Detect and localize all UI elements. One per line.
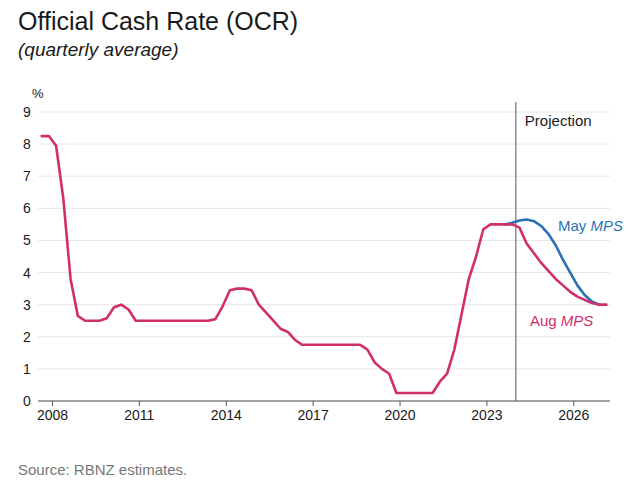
source: Source: RBNZ estimates. <box>18 461 187 478</box>
grid-line <box>38 208 610 209</box>
y-tick-label: 0 <box>23 393 31 409</box>
grid-line <box>38 368 610 369</box>
x-tick <box>486 401 487 406</box>
x-tick <box>226 401 227 406</box>
y-tick-label: 6 <box>23 200 31 216</box>
x-tick <box>400 401 401 406</box>
grid-line <box>38 336 610 337</box>
x-axis-line <box>38 401 610 402</box>
x-tick <box>573 401 574 406</box>
x-tick <box>52 401 53 406</box>
series-line <box>42 136 607 393</box>
series-label-part: May <box>558 217 591 234</box>
x-tick-label: 2014 <box>211 407 242 423</box>
x-tick <box>139 401 140 406</box>
x-tick-label: 2017 <box>298 407 329 423</box>
y-tick-label: 9 <box>23 104 31 120</box>
series-label-part: MPS <box>591 217 624 234</box>
series-label-part: Aug <box>530 312 561 329</box>
y-tick-label: 4 <box>23 265 31 281</box>
subtitle: (quarterly average) <box>18 39 179 60</box>
grid-line <box>38 272 610 273</box>
grid-line <box>38 401 610 402</box>
title: Official Cash Rate (OCR) <box>18 7 298 35</box>
series-label: Aug MPS <box>530 312 593 329</box>
y-axis-label: % <box>32 86 44 101</box>
x-tick-label: 2026 <box>558 407 589 423</box>
x-tick <box>313 401 314 406</box>
y-tick-label: 8 <box>23 136 31 152</box>
x-tick-label: 2011 <box>124 407 154 423</box>
projection-line <box>515 102 516 401</box>
annotation: Projection <box>525 112 592 129</box>
grid-line <box>38 176 610 177</box>
y-tick-label: 5 <box>23 232 31 248</box>
y-tick-label: 3 <box>23 297 31 313</box>
y-tick-label: 7 <box>23 168 31 184</box>
x-tick-label: 2023 <box>471 407 502 423</box>
y-tick-label: 2 <box>23 329 31 345</box>
x-tick-label: 2020 <box>384 407 415 423</box>
grid-line <box>38 144 610 145</box>
y-tick-label: 1 <box>23 361 31 377</box>
chart: Official Cash Rate (OCR) (quarterly avera… <box>0 0 632 489</box>
x-tick-label: 2008 <box>37 407 68 423</box>
series-label: May MPS <box>558 217 623 234</box>
series-label-part: MPS <box>561 312 594 329</box>
plot-area <box>42 136 607 393</box>
